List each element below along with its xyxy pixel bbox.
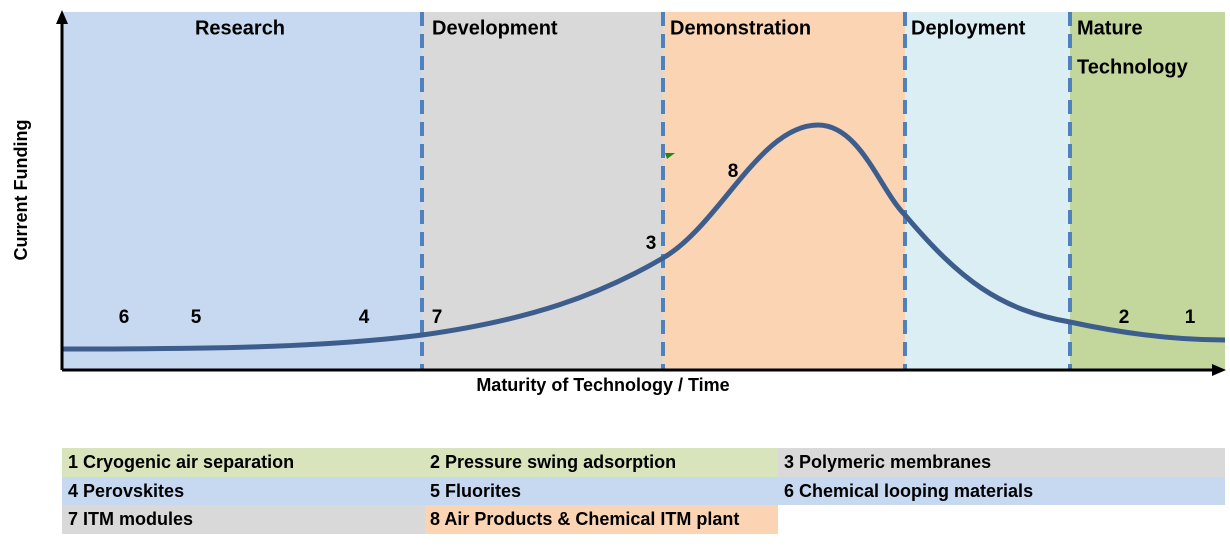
research-band — [62, 12, 422, 370]
maturity-curve — [61, 122, 1226, 352]
legend-cell — [62, 448, 778, 477]
x-axis-label: Maturity of Technology / Time — [476, 375, 729, 395]
demonstration-band — [663, 12, 905, 370]
deployment-band — [905, 12, 1070, 370]
legend-text: 5 Fluorites — [430, 481, 521, 501]
legend-cell — [62, 477, 1225, 505]
stage-label: Deployment — [911, 17, 1026, 39]
marker: 1 — [1185, 307, 1196, 328]
marker: 6 — [119, 307, 130, 328]
marker: 3 — [646, 233, 657, 254]
legend-text: 2 Pressure swing adsorption — [430, 452, 676, 472]
marker-flag — [665, 153, 675, 159]
marker: 7 — [432, 307, 443, 328]
marker: 8 — [728, 161, 739, 182]
legend-cell — [778, 448, 1225, 477]
development-band — [422, 12, 663, 370]
x-axis-arrow — [1212, 364, 1226, 376]
legend-text: 3 Polymeric membranes — [784, 452, 991, 472]
marker: 5 — [191, 307, 202, 328]
legend-cell — [62, 505, 425, 534]
legend-cell — [425, 505, 778, 534]
stage-label: Development — [432, 17, 558, 39]
marker: 4 — [359, 307, 370, 328]
legend-text: 4 Perovskites — [68, 481, 184, 501]
legend-text: 1 Cryogenic air separation — [68, 452, 294, 472]
marker: 2 — [1119, 307, 1130, 328]
stage-label: Demonstration — [670, 17, 811, 39]
legend-text: 6 Chemical looping materials — [784, 481, 1033, 501]
stage-label: Technology — [1077, 56, 1189, 78]
legend-text: 7 ITM modules — [68, 509, 193, 529]
stage-label: Mature — [1077, 17, 1143, 39]
mature-band — [1070, 12, 1225, 370]
y-axis-arrow — [56, 10, 68, 24]
stage-label: Research — [195, 17, 285, 39]
legend-text: 8 Air Products & Chemical ITM plant — [430, 509, 739, 529]
y-axis-label: Current Funding — [11, 120, 31, 261]
